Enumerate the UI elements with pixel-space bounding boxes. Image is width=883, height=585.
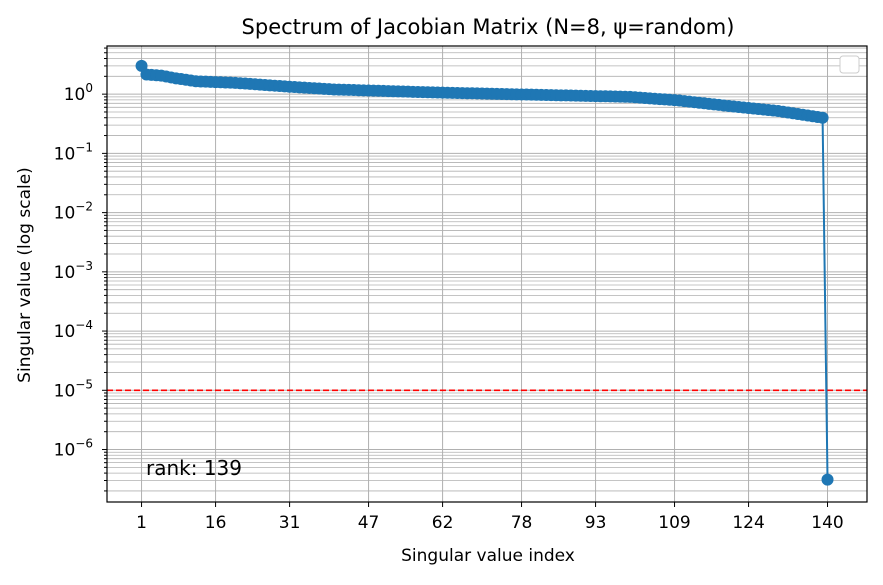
- x-tick-label: 62: [432, 513, 454, 533]
- x-tick-label: 31: [279, 513, 301, 533]
- x-tick-label: 93: [585, 513, 607, 533]
- x-axis-label: Singular value index: [401, 546, 575, 566]
- data-point: [816, 111, 829, 124]
- y-axis-label: Singular value (log scale): [15, 167, 35, 383]
- legend-box: [839, 55, 860, 74]
- y-tick-label: 10−6: [54, 437, 93, 461]
- x-tick-label: 124: [732, 513, 764, 533]
- y-tick-label: 10−1: [54, 140, 93, 164]
- x-tick-label: 109: [658, 513, 690, 533]
- x-tick-label: 140: [811, 513, 843, 533]
- rank-annotation: rank: 139: [146, 456, 242, 480]
- y-tick-label: 10−2: [54, 200, 93, 224]
- y-tick-label: 10−4: [54, 318, 93, 342]
- axes-frame: [106, 45, 868, 503]
- x-tick-label: 78: [511, 513, 533, 533]
- data-point: [821, 473, 834, 486]
- chart-title: Spectrum of Jacobian Matrix (N=8, ψ=rand…: [242, 15, 735, 39]
- y-tick-label: 100: [64, 81, 93, 105]
- x-tick-label: 16: [205, 513, 227, 533]
- y-tick-label: 10−3: [54, 259, 93, 283]
- x-tick-label: 47: [358, 513, 380, 533]
- y-tick-label: 10−5: [54, 377, 93, 401]
- x-tick-label: 1: [136, 513, 147, 533]
